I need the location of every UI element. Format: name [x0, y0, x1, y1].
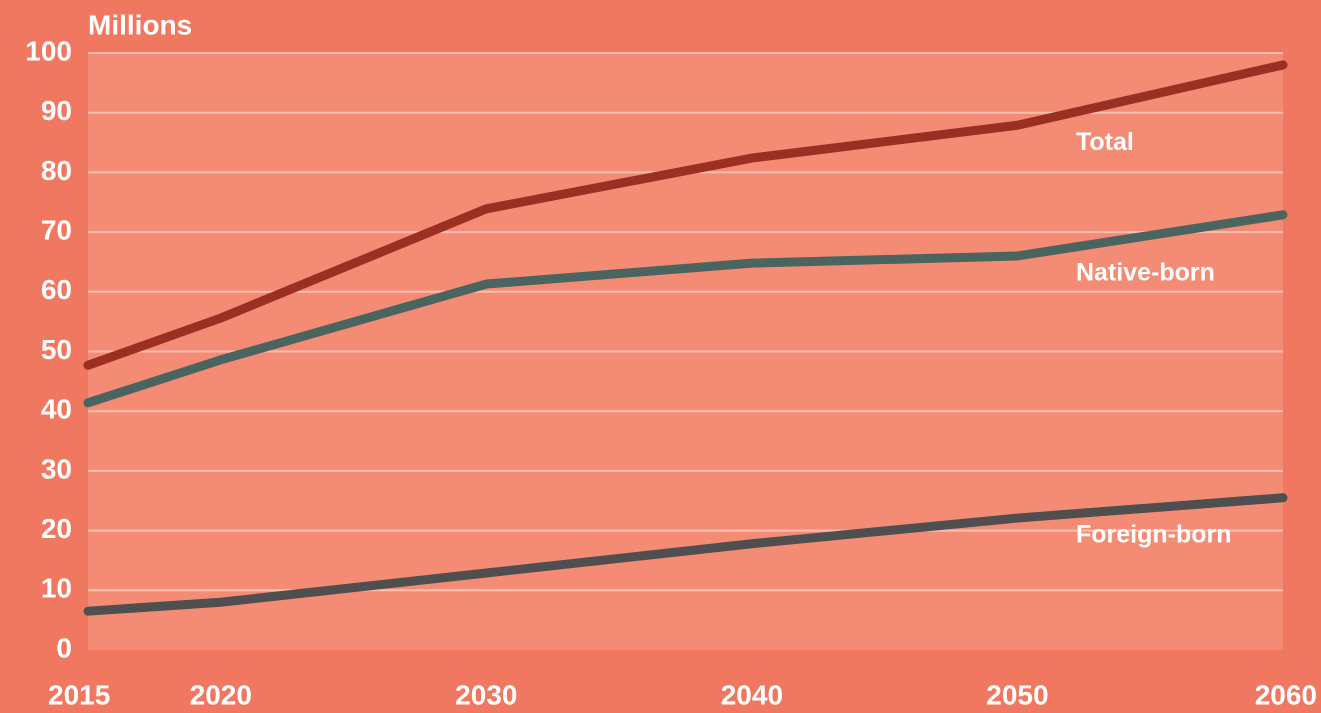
chart: Millions 0102030405060708090100201520202… [0, 0, 1321, 713]
y-axis-label: Millions [88, 9, 192, 40]
x-tick-label: 2030 [455, 679, 517, 710]
y-tick-label: 30 [41, 453, 72, 484]
y-tick-label: 100 [25, 35, 72, 66]
series-label: Total [1076, 128, 1134, 156]
y-tick-label: 0 [56, 632, 72, 663]
y-tick-label: 50 [41, 334, 72, 365]
x-tick-label: 2020 [190, 679, 252, 710]
x-tick-label: 2015 [48, 679, 110, 710]
y-tick-label: 40 [41, 394, 72, 425]
x-tick-label: 2050 [986, 679, 1048, 710]
y-tick-label: 20 [41, 513, 72, 544]
y-tick-label: 80 [41, 155, 72, 186]
y-tick-label: 90 [41, 95, 72, 126]
y-tick-label: 10 [41, 573, 72, 604]
y-tick-label: 70 [41, 214, 72, 245]
series-label: Native-born [1076, 259, 1215, 287]
series-label: Foreign-born [1076, 521, 1232, 549]
x-tick-label: 2060 [1255, 679, 1317, 710]
y-tick-label: 60 [41, 274, 72, 305]
x-tick-label: 2040 [721, 679, 783, 710]
